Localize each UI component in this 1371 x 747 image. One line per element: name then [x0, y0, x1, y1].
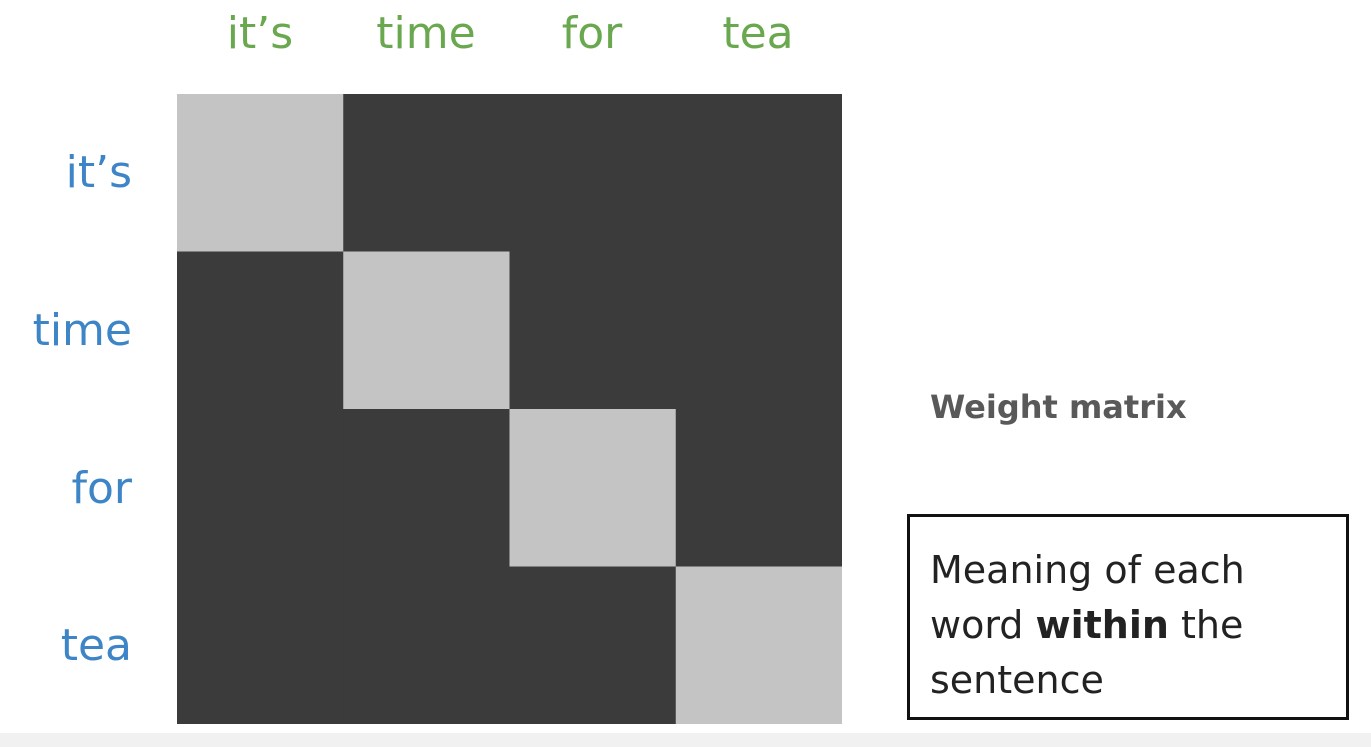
- matrix-cell-r1-c0: [177, 251, 344, 410]
- note-emphasis: within: [1035, 603, 1169, 647]
- note-suffix: the sentence: [930, 603, 1244, 702]
- meaning-note-text: Meaning of each word within the sentence: [930, 543, 1334, 708]
- matrix-cell-r2-c0: [177, 409, 344, 568]
- matrix-cell-r3-c0: [177, 566, 344, 724]
- matrix-cell-r3-c2: [509, 566, 677, 724]
- row-label-tea: tea: [60, 620, 132, 671]
- matrix-cell-r0-c3: [675, 94, 842, 253]
- weight-matrix-grid: [177, 94, 842, 724]
- column-label-its: it’s: [226, 8, 294, 59]
- column-label-tea: tea: [722, 8, 794, 59]
- matrix-cell-r1-c1: [343, 251, 511, 410]
- column-label-for: for: [561, 8, 623, 59]
- matrix-cell-r0-c0: [177, 94, 344, 253]
- matrix-cell-r2-c1: [343, 409, 511, 568]
- matrix-cell-r0-c2: [509, 94, 677, 253]
- row-label-for: for: [71, 463, 133, 514]
- weight-matrix-caption: Weight matrix: [930, 388, 1187, 426]
- matrix-cell-r0-c1: [343, 94, 511, 253]
- matrix-cell-r3-c3: [675, 566, 842, 724]
- matrix-cell-r2-c3: [675, 409, 842, 568]
- row-label-its: it’s: [65, 147, 132, 198]
- matrix-cell-r3-c1: [343, 566, 511, 724]
- matrix-cell-r2-c2: [509, 409, 677, 568]
- column-label-time: time: [376, 8, 476, 59]
- meaning-note-box: Meaning of each word within the sentence: [907, 514, 1349, 720]
- matrix-cell-r1-c2: [509, 251, 677, 410]
- row-label-time: time: [32, 305, 132, 356]
- bottom-strip: [0, 733, 1371, 747]
- note-prefix: Meaning of each word: [930, 548, 1245, 647]
- matrix-cell-r1-c3: [675, 251, 842, 410]
